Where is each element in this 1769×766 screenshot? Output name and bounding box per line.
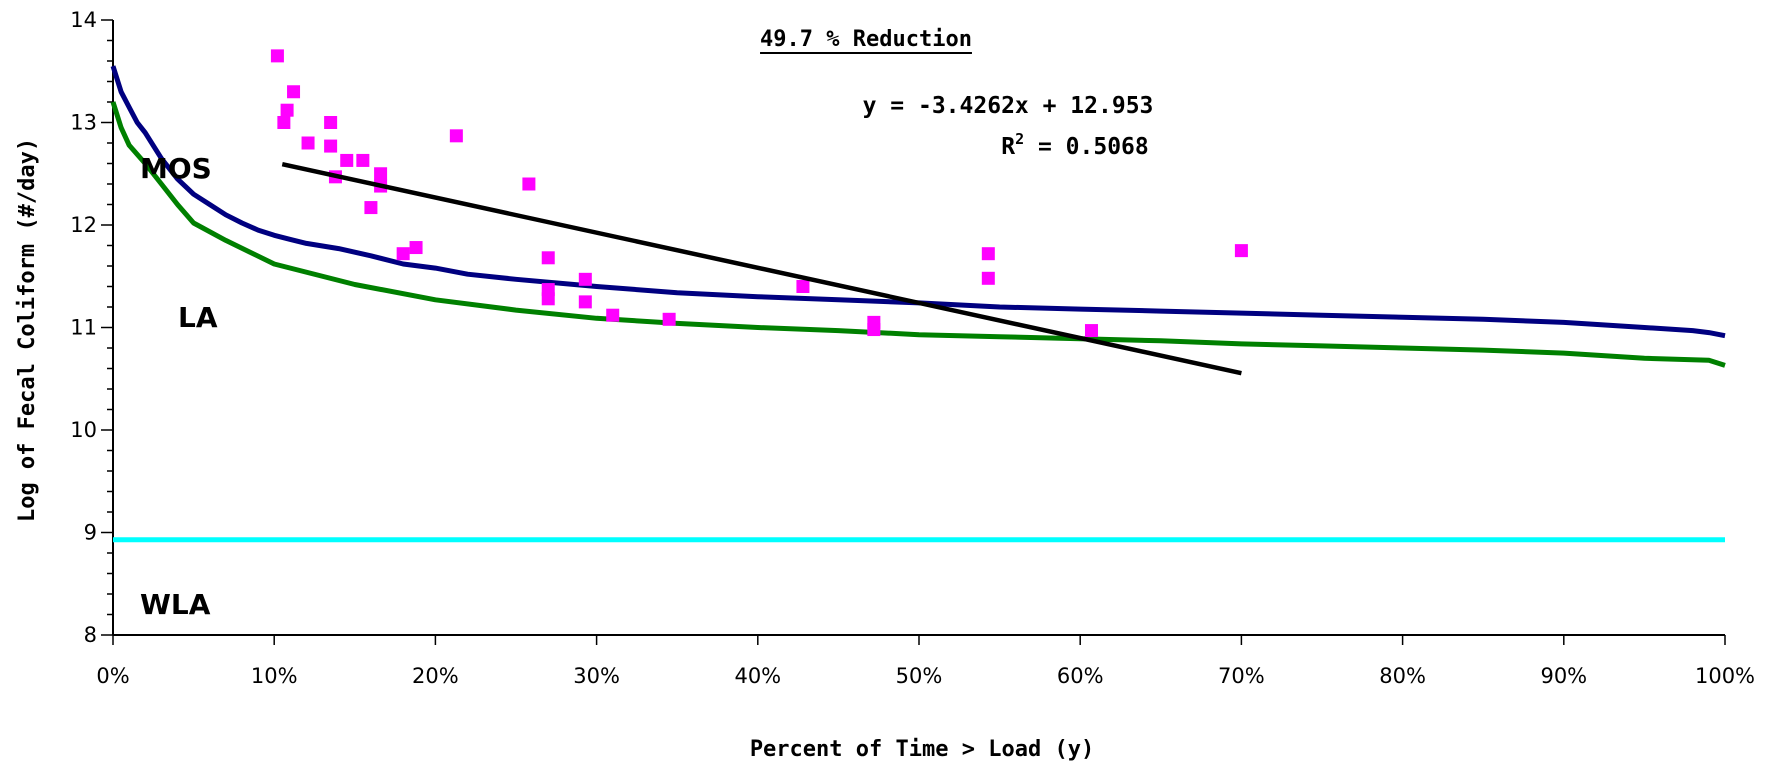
x-tick-label: 60% [1057,664,1104,688]
scatter-point [287,85,301,99]
scatter-point [409,241,423,255]
scatter-point [796,280,810,293]
scatter-point [270,49,284,63]
scatter-point [396,247,410,261]
y-tick-label: 8 [84,623,97,647]
region-label-mos: MOS [140,152,212,185]
y-tick-label: 11 [70,316,97,340]
y-tick-label: 10 [70,418,97,442]
axes: 8 9 10 11 12 13 14 0% 10% 20% 30% 40% 50% 60% 70% 80% 90… [70,8,1755,688]
x-tick-label: 0% [96,664,129,688]
scatter-point [449,129,463,143]
y-tick-label: 9 [84,521,97,545]
x-tick-label: 80% [1379,664,1426,688]
x-tick-label: 70% [1218,664,1265,688]
x-tick-label: 40% [734,664,781,688]
x-tick-label: 20% [412,664,459,688]
scatter-point [301,136,315,150]
scatter-point [1084,324,1098,338]
region-label-wla: WLA [140,588,211,621]
scatter-point [324,116,338,129]
y-tick-label: 12 [70,213,97,237]
scatter-point [606,308,620,322]
scatter-point [522,177,536,191]
scatter-point [662,312,676,326]
series-layer [110,49,1726,543]
r-squared-prefix: R [1001,134,1015,160]
series-line-0 [110,65,1726,339]
region-label-la: LA [178,301,218,334]
chart-title: 49.7 % Reduction [760,27,972,52]
x-tick-label: 30% [573,664,620,688]
y-tick-label: 14 [70,8,97,32]
scatter-point [374,167,388,181]
trendline-r-squared: R2 = 0.5068 [1001,130,1149,160]
trendline-equation: y = -3.4262x + 12.953 [863,93,1154,119]
series-line-1 [110,101,1726,368]
scatter-point [356,153,370,167]
scatter-point [280,103,294,117]
x-tick-label: 10% [251,664,298,688]
scatter-point [340,153,354,167]
y-axis-title: Log of Fecal Coliform (#/day) [15,138,40,522]
x-tick-label: 50% [896,664,943,688]
x-tick-label: 100% [1695,664,1755,688]
scatter-point [981,271,995,285]
scatter-point [981,247,995,261]
scatter-point [364,201,378,215]
r-squared-superscript: 2 [1015,130,1024,148]
scatter-point [578,272,592,286]
x-axis-title: Percent of Time > Load (y) [750,737,1094,762]
trendline [281,161,1242,376]
scatter-point [277,116,291,129]
scatter-point [578,295,592,309]
scatter-point [541,292,555,306]
r-squared-value: = 0.5068 [1024,134,1149,160]
x-tick-label: 90% [1540,664,1587,688]
scatter-point [867,323,881,337]
scatter-point [1234,244,1248,258]
scatter-point [324,139,338,153]
scatter-point [541,251,555,265]
y-tick-label: 13 [70,111,97,135]
